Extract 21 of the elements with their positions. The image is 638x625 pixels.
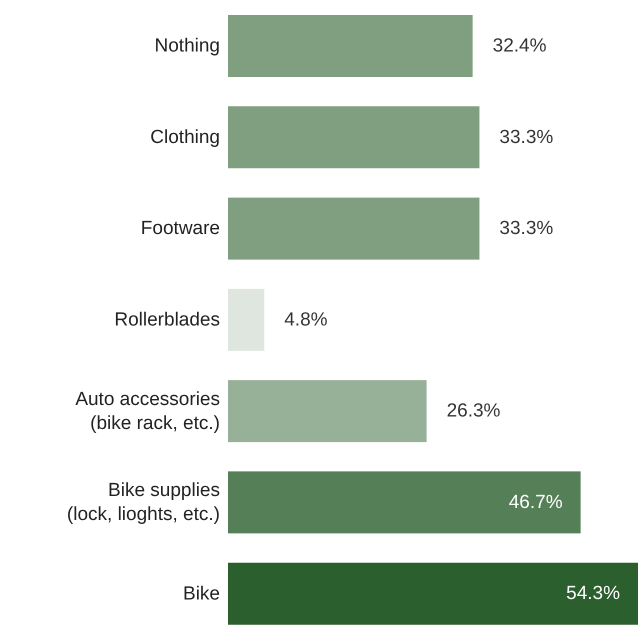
data-label: 4.8% (284, 309, 328, 330)
bar (228, 380, 427, 442)
data-label: 26.3% (446, 400, 501, 422)
bar (228, 106, 480, 168)
data-label: 54.3% (566, 583, 620, 604)
bar (228, 471, 581, 534)
bar (228, 288, 264, 351)
y-tick-label: Rollerblades (114, 309, 220, 330)
y-tick-label: Bike supplies (lock, lioghts, etc.) (66, 480, 220, 525)
y-tick-label: Footware (140, 218, 220, 239)
y-tick-label: Auto accessories (bike rack, etc.) (75, 388, 220, 434)
data-label: 46.7% (508, 492, 563, 513)
y-tick-label: Bike (183, 582, 220, 604)
data-label: 32.4% (492, 36, 547, 56)
data-label: 33.3% (499, 218, 554, 240)
y-tick-label: Clothing (150, 126, 220, 148)
data-label: 33.3% (499, 126, 554, 148)
bar (228, 15, 473, 77)
bar (228, 198, 480, 260)
bar (228, 562, 638, 625)
y-tick-label: Nothing (154, 35, 220, 56)
